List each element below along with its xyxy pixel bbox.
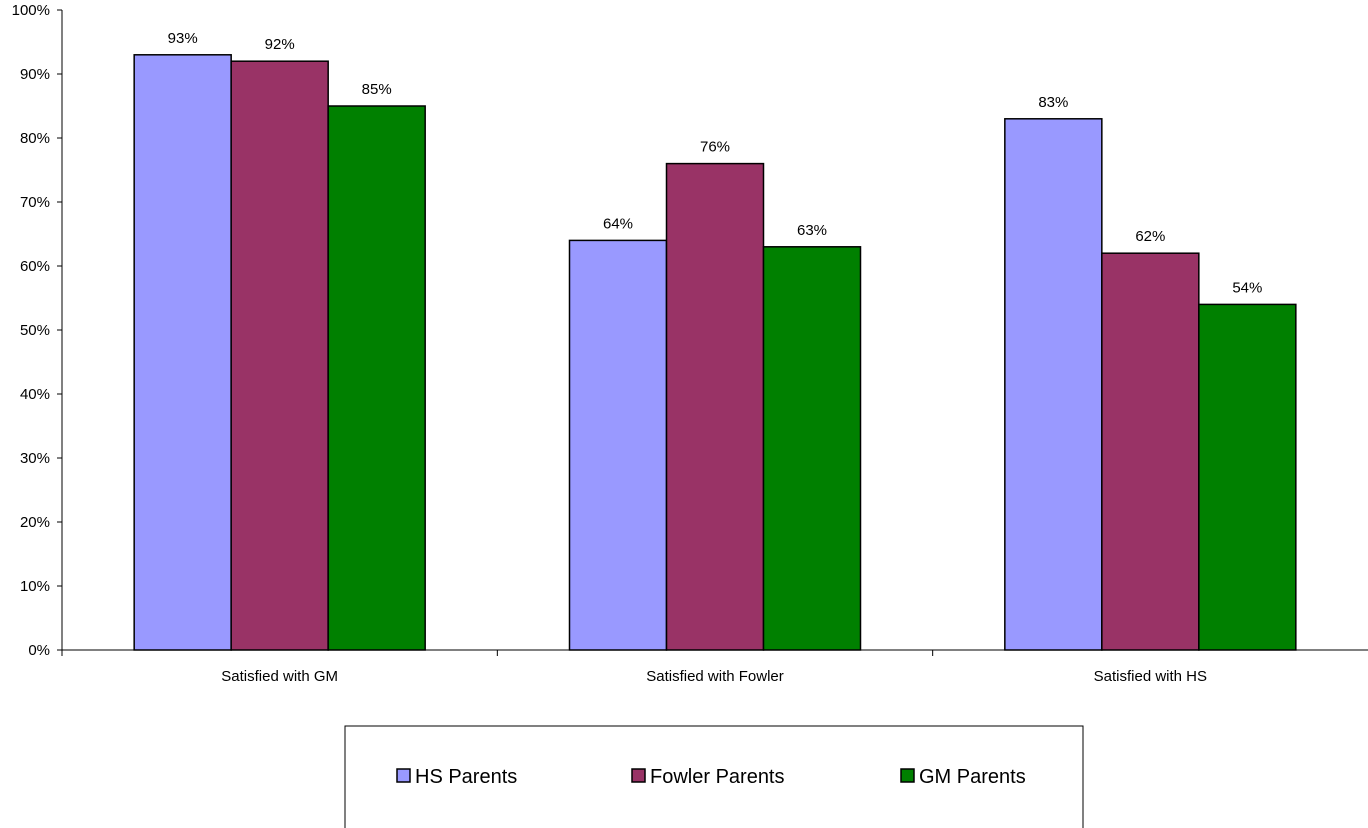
legend-box xyxy=(344,725,1084,828)
y-tick-label: 30% xyxy=(20,450,50,467)
bar-value-label: 64% xyxy=(603,215,633,232)
bar xyxy=(230,60,329,651)
bar xyxy=(1198,303,1297,651)
x-category-label: Satisfied with GM xyxy=(221,668,338,685)
bar-value-label: 92% xyxy=(265,36,295,53)
x-category-label: Satisfied with Fowler xyxy=(646,668,784,685)
bar xyxy=(327,105,426,651)
bar xyxy=(133,54,232,651)
legend-entry-label: HS Parents xyxy=(415,766,517,788)
bar xyxy=(762,246,862,651)
bar xyxy=(1004,118,1103,651)
bar xyxy=(568,239,668,651)
bar xyxy=(665,162,765,651)
legend-swatch xyxy=(396,768,411,783)
data-labels: 93% 92% 85% 64% 76% 63% 83% 62% 54% xyxy=(168,30,1263,297)
y-tick-label: 60% xyxy=(20,258,50,275)
bar-value-label: 85% xyxy=(362,81,392,98)
axes: 0% 10% 20% 30% 40% 50% 60% 70% 80% 90% 100% Satisfi… xyxy=(12,2,1368,685)
bars xyxy=(133,54,1297,651)
bar-value-label: 54% xyxy=(1232,279,1262,296)
legend: HS Parents Fowler Parents GM Parents xyxy=(344,725,1084,828)
y-tick-label: 80% xyxy=(20,130,50,147)
bar xyxy=(1101,252,1200,651)
legend-entry-label: GM Parents xyxy=(919,766,1026,788)
legend-swatch xyxy=(631,768,646,783)
y-tick-label: 10% xyxy=(20,578,50,595)
y-tick-label: 0% xyxy=(28,642,50,659)
bar-value-label: 63% xyxy=(797,222,827,239)
y-tick-label: 20% xyxy=(20,514,50,531)
bar-value-label: 62% xyxy=(1135,228,1165,245)
y-tick-label: 100% xyxy=(12,2,50,19)
bar-value-label: 83% xyxy=(1038,94,1068,111)
y-tick-label: 90% xyxy=(20,66,50,83)
bar-value-label: 93% xyxy=(168,30,198,47)
y-tick-label: 70% xyxy=(20,194,50,211)
legend-swatch xyxy=(900,768,915,783)
y-tick-label: 50% xyxy=(20,322,50,339)
bar-value-label: 76% xyxy=(700,139,730,156)
legend-entry-label: Fowler Parents xyxy=(650,766,785,788)
y-tick-label: 40% xyxy=(20,386,50,403)
x-category-label: Satisfied with HS xyxy=(1094,668,1207,685)
